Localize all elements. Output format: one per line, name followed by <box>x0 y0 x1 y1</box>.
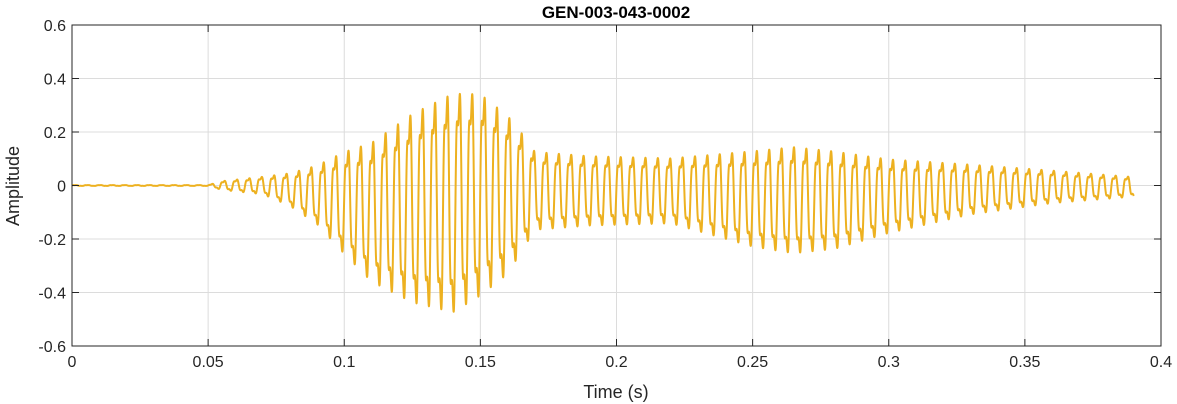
y-tick-label: 0.6 <box>44 18 66 35</box>
x-tick-label: 0.3 <box>878 354 900 371</box>
x-tick-label: 0.05 <box>193 354 224 371</box>
x-tick-label: 0.4 <box>1150 354 1172 371</box>
y-tick-label: 0.2 <box>44 125 66 142</box>
y-axis-ticks: -0.6 -0.4 -0.2 0 0.2 0.4 0.6 <box>38 18 1161 356</box>
x-tick-label: 0 <box>68 354 77 371</box>
series-layer <box>71 92 1135 313</box>
y-tick-label: -0.4 <box>38 286 66 303</box>
x-tick-label: 0.25 <box>737 354 768 371</box>
x-tick-label: 0.35 <box>1009 354 1040 371</box>
y-tick-label: -0.2 <box>38 232 66 249</box>
x-axis-label: Time (s) <box>583 382 648 402</box>
x-axis-ticks: 0 0.05 0.1 0.15 0.2 0.25 0.3 0.35 0.4 <box>68 25 1172 371</box>
x-tick-label: 0.15 <box>465 354 496 371</box>
y-axis-label: Amplitude <box>3 146 23 226</box>
x-tick-label: 0.1 <box>333 354 355 371</box>
x-tick-label: 0.2 <box>605 354 627 371</box>
y-tick-label: 0.4 <box>44 72 66 89</box>
chart-title: GEN-003-043-0002 <box>542 3 690 22</box>
waveform-line <box>71 92 1135 313</box>
y-tick-label: -0.6 <box>38 339 66 356</box>
y-tick-label: 0 <box>57 179 66 196</box>
